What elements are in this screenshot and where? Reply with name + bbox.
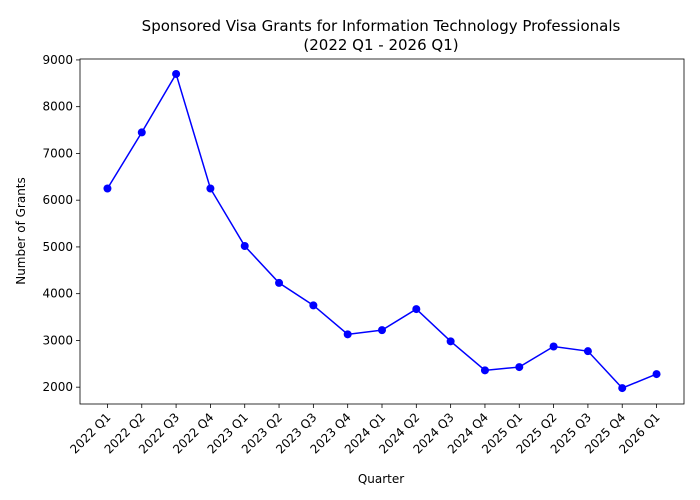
marker <box>378 326 386 335</box>
marker <box>206 184 215 193</box>
y-tick-label: 6000 <box>42 193 73 207</box>
marker <box>549 342 558 351</box>
marker <box>446 337 455 346</box>
y-tick-label: 5000 <box>42 240 73 254</box>
marker <box>343 330 352 339</box>
marker <box>137 128 146 137</box>
y-tick-label: 4000 <box>42 287 73 301</box>
x-axis-label: Quarter <box>358 472 404 486</box>
line <box>106 72 657 389</box>
y-tick-label: 8000 <box>42 100 73 114</box>
marker <box>412 305 421 314</box>
y-tick-label: 2000 <box>42 380 73 394</box>
marker <box>240 241 249 250</box>
y-tick-label: 9000 <box>42 53 73 67</box>
marker <box>618 384 627 393</box>
marker <box>309 301 318 310</box>
marker <box>275 278 284 287</box>
y-axis-label: Number of Grants <box>14 177 28 285</box>
marker <box>583 347 592 356</box>
plot-frame <box>79 58 685 405</box>
marker <box>515 363 524 372</box>
marker <box>652 370 661 379</box>
marker <box>103 184 112 193</box>
marker <box>480 366 489 375</box>
y-tick-label: 3000 <box>42 333 73 347</box>
y-tick-label: 7000 <box>42 146 73 160</box>
chart-title: Sponsored Visa Grants for Information Te… <box>142 17 621 35</box>
chart-subtitle: (2022 Q1 - 2026 Q1) <box>303 36 458 54</box>
marker <box>172 69 181 78</box>
